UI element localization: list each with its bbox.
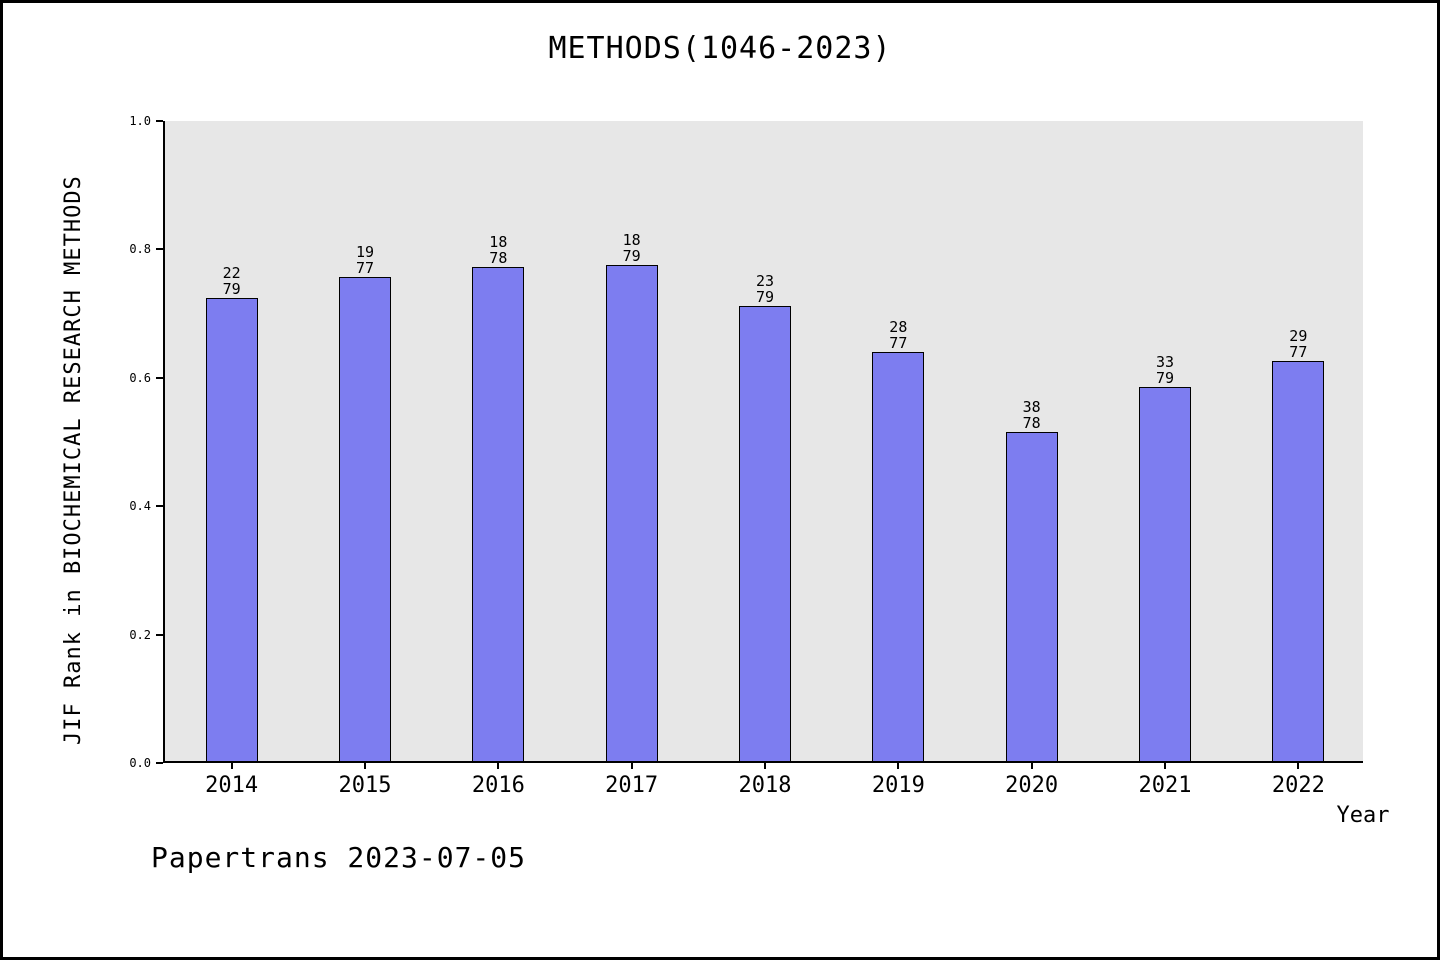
bar-2022: [1272, 360, 1325, 761]
bar-value-label-2014: 22 79: [222, 263, 241, 298]
x-tick-label-2019: 2019: [871, 773, 925, 798]
bar-2019: [872, 352, 925, 761]
x-tick-mark: [364, 763, 366, 769]
bar-value-label-2021: 33 79: [1155, 353, 1175, 388]
y-tick-label: 0.2: [129, 627, 151, 642]
x-tick-label-2021: 2021: [1138, 773, 1192, 798]
bar-value-label-2016: 18 78: [489, 233, 508, 268]
x-tick-label-2022: 2022: [1271, 773, 1325, 798]
x-axis-label: Year: [1336, 803, 1390, 828]
bar-2018: [739, 305, 791, 761]
plot-area: 0.0 0.2 0.4 0.6 0.8 1.0 22 79 2014 19 77 2015 18 7…: [129, 114, 1363, 798]
bar-2020: [1005, 431, 1058, 761]
bar-2017: [605, 265, 658, 761]
x-tick-label-2018: 2018: [738, 773, 792, 798]
bar-value-label-2020: 38 78: [1022, 397, 1041, 432]
bar-value-label-2015: 19 77: [355, 243, 375, 278]
bar-2016: [472, 267, 525, 761]
y-tick-label: 0.6: [129, 370, 151, 385]
x-tick-label-2014: 2014: [205, 773, 259, 798]
x-tick-mark: [1030, 763, 1033, 769]
x-tick-mark: [1297, 763, 1300, 769]
x-tick-label-2017: 2017: [605, 773, 659, 798]
x-tick-label-2015: 2015: [338, 773, 392, 798]
y-tick-mark: [156, 633, 163, 636]
bar-value-label-2022: 29 77: [1289, 326, 1308, 361]
x-tick-mark: [630, 763, 633, 769]
bar-value-label-2018: 23 79: [755, 271, 775, 306]
x-tick-mark: [497, 763, 500, 769]
y-tick-mark: [156, 376, 163, 379]
y-tick-mark: [156, 505, 163, 508]
y-tick-mark: [156, 120, 163, 122]
y-tick-label: 0.0: [129, 756, 151, 770]
bar-value-label-2019: 28 77: [889, 318, 908, 353]
caption-text: Papertrans 2023-07-05: [151, 841, 527, 874]
bar-value-label-2017: 18 79: [622, 231, 641, 266]
y-tick-mark: [156, 762, 163, 764]
y-tick-label: 1.0: [129, 114, 151, 128]
x-tick-mark: [230, 763, 233, 769]
bar-2015: [339, 277, 391, 761]
x-tick-mark: [1164, 763, 1166, 769]
x-tick-mark: [897, 763, 900, 769]
bar-2021: [1139, 387, 1191, 761]
x-tick-label-2016: 2016: [471, 773, 525, 798]
y-axis-label: JIF Rank in BIOCHEMICAL RESEARCH METHODS: [61, 175, 86, 746]
x-tick-label-2020: 2020: [1005, 773, 1059, 798]
x-tick-mark: [764, 763, 766, 769]
chart-title: METHODS(1046-2023): [548, 31, 892, 66]
y-tick-mark: [156, 248, 163, 251]
y-tick-label: 0.8: [129, 242, 151, 257]
bar-2014: [205, 297, 258, 761]
y-tick-label: 0.4: [129, 499, 151, 514]
